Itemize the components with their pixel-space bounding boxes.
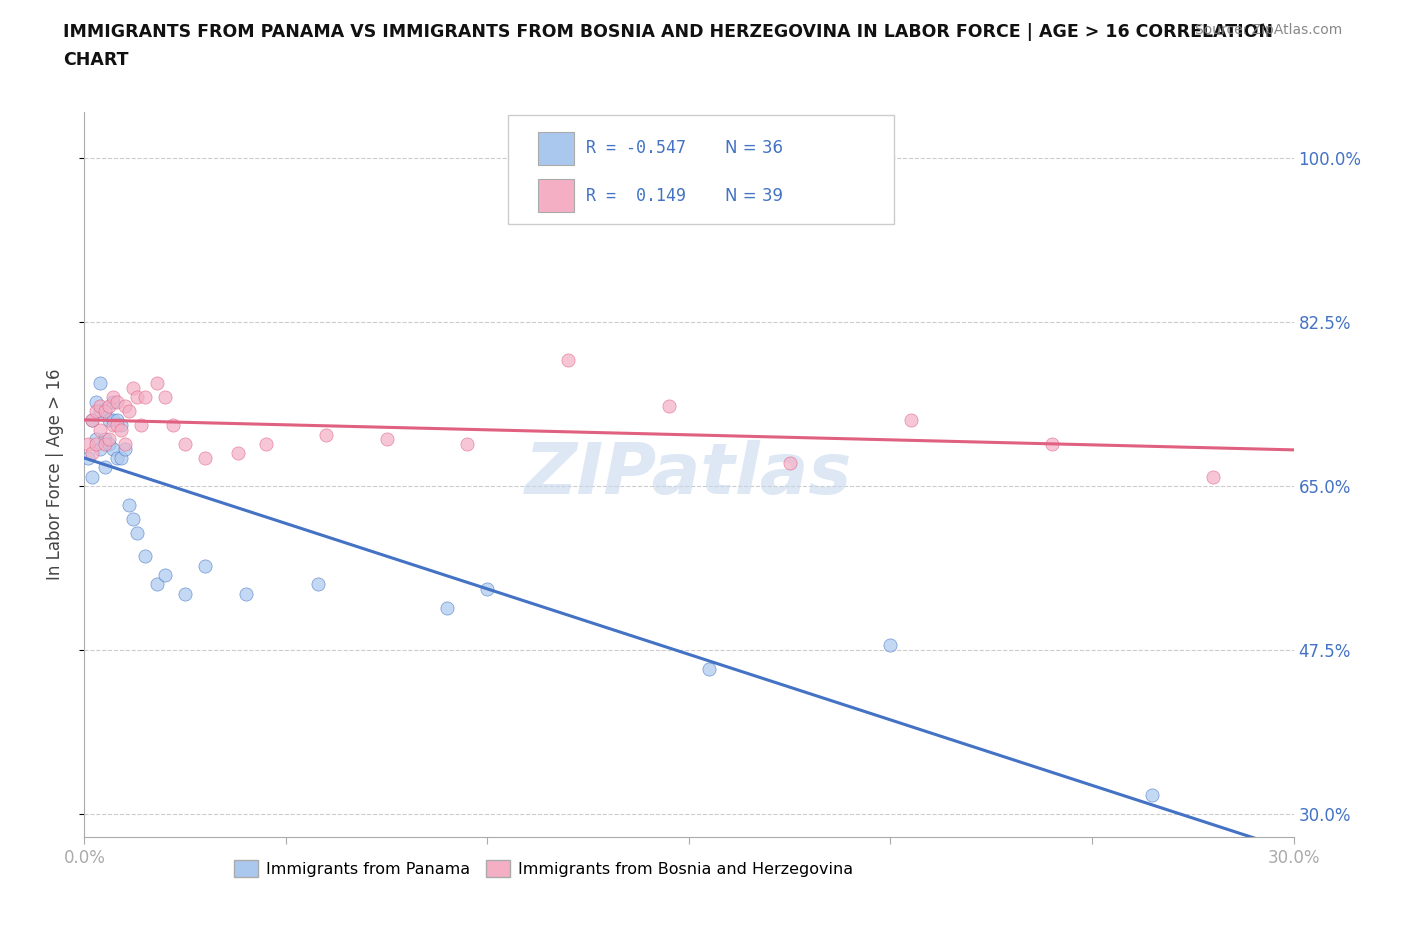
Point: [162, 418, 184, 432]
Point: [174, 436, 197, 451]
Text: N = 39: N = 39: [725, 187, 783, 205]
Point: [146, 577, 169, 591]
Point: [174, 586, 197, 601]
Point: [82, 445, 104, 460]
Point: [125, 525, 148, 540]
Point: [194, 558, 217, 573]
Point: [97, 432, 120, 446]
Point: [105, 450, 128, 465]
Point: [121, 380, 143, 395]
Point: [86, 394, 108, 409]
Legend: Immigrants from Panama, Immigrants from Bosnia and Herzegovina: Immigrants from Panama, Immigrants from …: [228, 854, 860, 883]
Text: Source: ZipAtlas.com: Source: ZipAtlas.com: [1195, 23, 1343, 37]
Y-axis label: In Labor Force | Age > 16: In Labor Force | Age > 16: [45, 368, 63, 580]
Point: [105, 394, 128, 409]
Point: [121, 512, 143, 526]
Point: [254, 436, 277, 451]
Point: [77, 436, 100, 451]
Point: [97, 413, 120, 428]
Point: [226, 445, 249, 460]
Point: [307, 577, 329, 591]
Point: [118, 498, 141, 512]
FancyBboxPatch shape: [508, 115, 894, 224]
Point: [82, 413, 104, 428]
Point: [153, 567, 176, 582]
Point: [86, 404, 108, 418]
Point: [82, 413, 104, 428]
Point: [456, 436, 478, 451]
Point: [118, 404, 141, 418]
Point: [89, 404, 111, 418]
Point: [97, 436, 120, 451]
Point: [114, 436, 136, 451]
Point: [125, 390, 148, 405]
Text: R = -0.547: R = -0.547: [586, 140, 686, 157]
Point: [129, 418, 152, 432]
Point: [477, 581, 499, 596]
Point: [1142, 788, 1164, 803]
Point: [86, 432, 108, 446]
Point: [114, 441, 136, 456]
Point: [194, 450, 217, 465]
Point: [134, 390, 156, 405]
Text: R =  0.149: R = 0.149: [586, 187, 686, 205]
Point: [779, 455, 801, 470]
Point: [101, 394, 124, 409]
Point: [105, 413, 128, 428]
Point: [658, 399, 681, 414]
Point: [93, 459, 115, 474]
Point: [93, 404, 115, 418]
Point: [110, 450, 132, 465]
Point: [93, 432, 115, 446]
Point: [110, 422, 132, 437]
Point: [93, 436, 115, 451]
Point: [375, 432, 398, 446]
Bar: [538, 132, 574, 165]
Text: IMMIGRANTS FROM PANAMA VS IMMIGRANTS FROM BOSNIA AND HERZEGOVINA IN LABOR FORCE : IMMIGRANTS FROM PANAMA VS IMMIGRANTS FRO…: [63, 23, 1274, 41]
Point: [93, 404, 115, 418]
Point: [105, 418, 128, 432]
Point: [879, 638, 901, 653]
Point: [1040, 436, 1063, 451]
Point: [89, 399, 111, 414]
Text: ZIPatlas: ZIPatlas: [526, 440, 852, 509]
Text: CHART: CHART: [63, 51, 129, 69]
Point: [97, 399, 120, 414]
Point: [114, 399, 136, 414]
Point: [900, 413, 922, 428]
Point: [86, 436, 108, 451]
Point: [77, 450, 100, 465]
Point: [1202, 470, 1225, 485]
Point: [436, 600, 458, 615]
Point: [146, 376, 169, 391]
Point: [134, 549, 156, 564]
Point: [697, 661, 720, 676]
Point: [110, 418, 132, 432]
Point: [89, 441, 111, 456]
Point: [153, 390, 176, 405]
Point: [101, 441, 124, 456]
Point: [89, 422, 111, 437]
Text: N = 36: N = 36: [725, 140, 783, 157]
Point: [101, 418, 124, 432]
Bar: [538, 179, 574, 212]
Point: [82, 470, 104, 485]
Point: [557, 352, 579, 367]
Point: [101, 413, 124, 428]
Point: [315, 427, 337, 442]
Point: [89, 376, 111, 391]
Point: [101, 390, 124, 405]
Point: [235, 586, 257, 601]
